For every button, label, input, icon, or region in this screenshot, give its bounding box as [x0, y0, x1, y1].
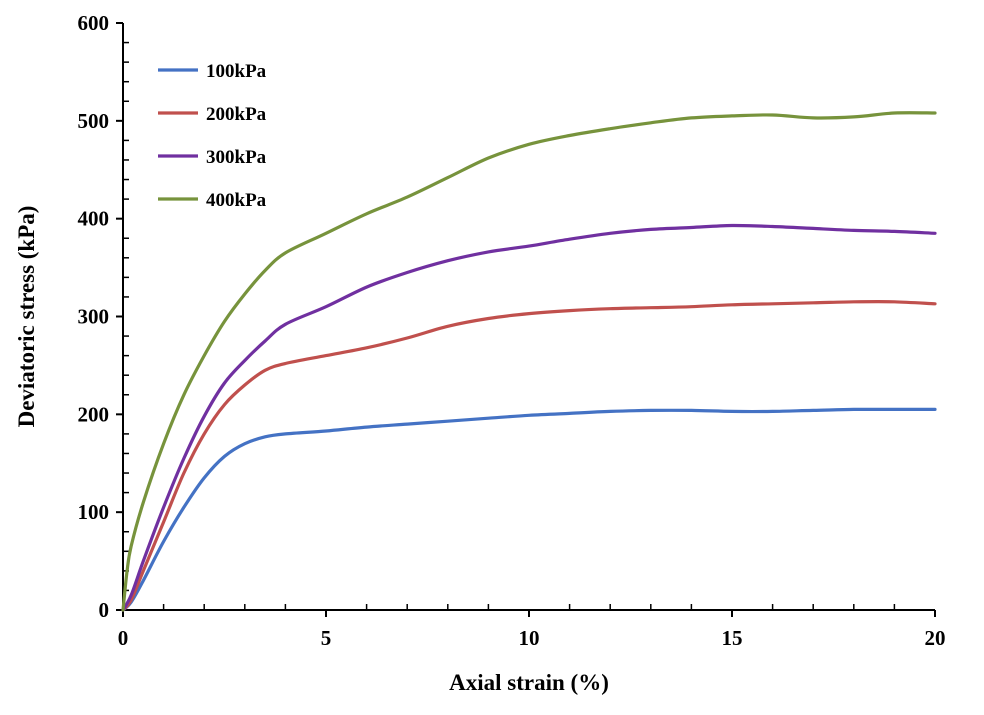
legend-label: 200kPa	[206, 104, 267, 125]
legend: 100kPa 200kPa 300kPa 400kPa	[158, 61, 267, 211]
x-axis-title: Axial strain (%)	[449, 670, 609, 695]
y-tick-label: 0	[99, 598, 110, 622]
series-layer	[121, 111, 937, 612]
y-tick-label: 600	[78, 11, 110, 35]
series-line-400kPa	[121, 111, 937, 612]
axes: 0 100 200 300 400 500 600 0 5 10 15 20	[78, 11, 946, 650]
x-tick-label: 5	[321, 626, 332, 650]
y-tick-label: 500	[78, 109, 110, 133]
x-tick-label: 0	[118, 626, 129, 650]
y-axis-title: Deviatoric stress (kPa)	[14, 206, 39, 428]
legend-label: 300kPa	[206, 147, 267, 168]
legend-label: 100kPa	[206, 61, 267, 82]
y-tick-label: 300	[78, 305, 110, 329]
y-tick-label: 100	[78, 500, 110, 524]
x-tick-label: 15	[722, 626, 743, 650]
y-tick-label: 200	[78, 402, 110, 426]
x-tick-label: 10	[519, 626, 540, 650]
legend-label: 400kPa	[206, 190, 267, 211]
y-tick-label: 400	[78, 207, 110, 231]
series-line-200kPa	[121, 300, 937, 612]
x-tick-label: 20	[925, 626, 946, 650]
series-line-300kPa	[121, 223, 937, 612]
series-line-100kPa	[121, 407, 937, 612]
